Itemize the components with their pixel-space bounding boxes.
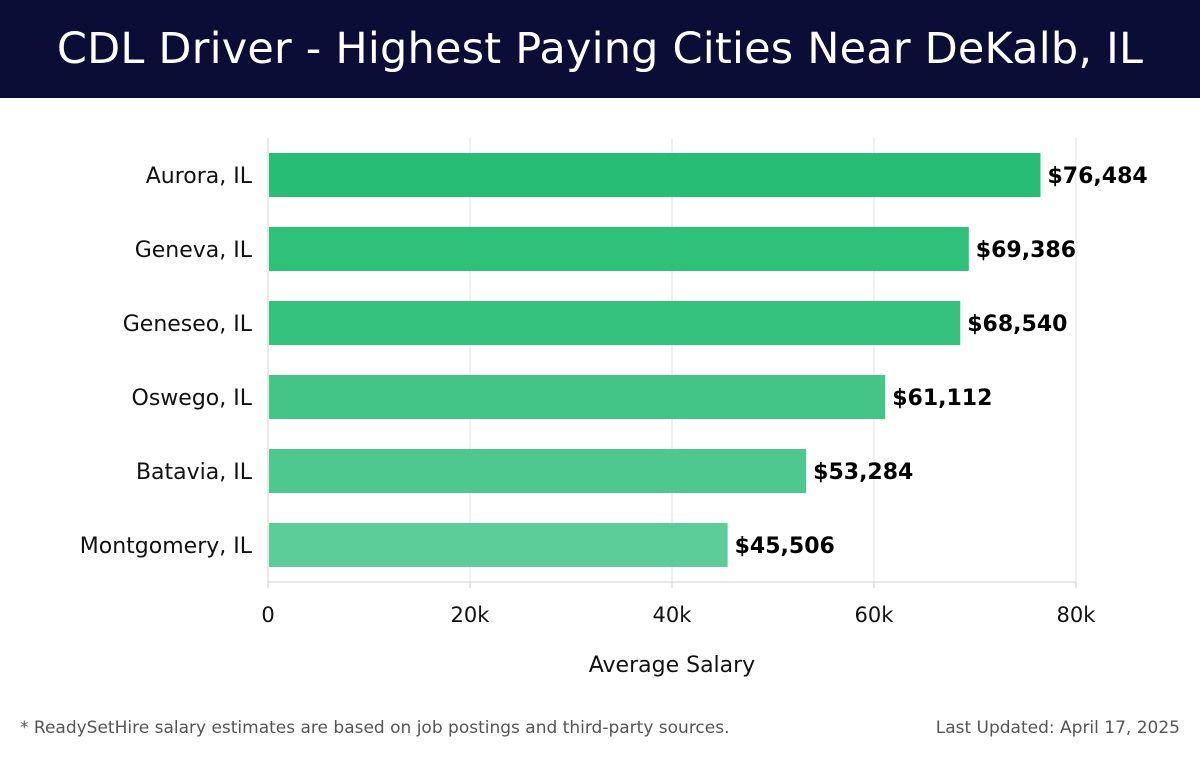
value-label: $61,112 (892, 386, 992, 411)
x-axis-title: Average Salary (589, 653, 755, 678)
category-label: Geneva, IL (135, 238, 253, 263)
category-label: Batavia, IL (136, 460, 253, 485)
category-label: Montgomery, IL (80, 534, 253, 559)
salary-bar-chart: 0 20k 40k 60k 80k Average Salary Aurora, IL $76… (80, 138, 1148, 678)
x-tick-label: 20k (451, 603, 491, 627)
value-label: $45,506 (735, 534, 835, 559)
bar (269, 227, 969, 271)
x-tick-label: 0 (261, 603, 274, 627)
bar (269, 375, 886, 419)
chart-header: CDL Driver - Highest Paying Cities Near … (0, 0, 1200, 98)
bar (269, 153, 1041, 197)
footer-disclaimer: * ReadySetHire salary estimates are base… (20, 718, 730, 738)
category-label: Geneseo, IL (123, 312, 253, 337)
value-label: $69,386 (976, 238, 1076, 263)
category-label: Aurora, IL (146, 164, 253, 189)
category-label: Oswego, IL (132, 386, 253, 411)
chart-title: CDL Driver - Highest Paying Cities Near … (56, 24, 1144, 74)
bar (269, 449, 807, 493)
x-tick-label: 60k (855, 603, 895, 627)
value-label: $53,284 (813, 460, 913, 485)
footer-last-updated: Last Updated: April 17, 2025 (935, 718, 1180, 738)
bar (269, 523, 728, 567)
x-tick-label: 80k (1057, 603, 1097, 627)
x-tick-label: 40k (653, 603, 693, 627)
bar (269, 301, 961, 345)
value-label: $68,540 (967, 312, 1067, 337)
value-label: $76,484 (1047, 164, 1147, 189)
